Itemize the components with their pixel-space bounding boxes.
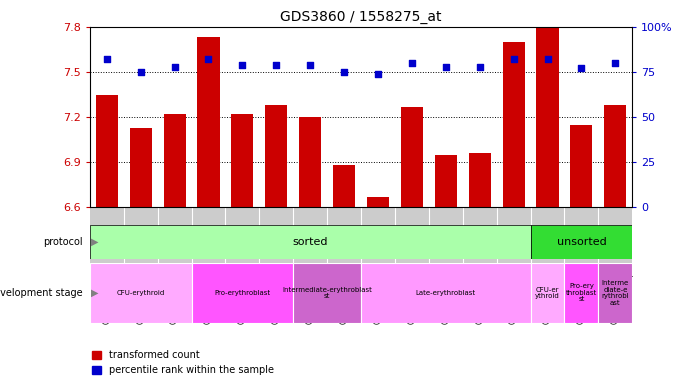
Text: Late-erythroblast: Late-erythroblast (416, 290, 476, 296)
Bar (265, 105, 287, 207)
Bar (293, 263, 361, 323)
Bar (367, 197, 389, 207)
Point (508, 56, 519, 63)
Point (169, 63, 180, 70)
Bar (231, 114, 254, 207)
Text: Interme
diate-e
rythrobl
ast: Interme diate-e rythrobl ast (601, 280, 629, 306)
Text: sorted: sorted (292, 237, 328, 247)
Text: ▶: ▶ (91, 288, 99, 298)
Bar (401, 107, 423, 207)
Point (237, 62, 248, 68)
Bar (435, 155, 457, 207)
Point (135, 69, 146, 75)
Point (406, 60, 417, 66)
Text: CFU-er
ythroid: CFU-er ythroid (535, 286, 560, 299)
Point (203, 56, 214, 63)
Bar (570, 125, 592, 207)
Bar (468, 153, 491, 207)
Bar (531, 263, 565, 323)
Bar (90, 263, 191, 323)
Point (609, 60, 621, 66)
Point (576, 65, 587, 71)
Point (542, 56, 553, 63)
Point (440, 63, 451, 70)
Point (339, 69, 350, 75)
Bar (361, 263, 531, 323)
Bar (333, 165, 355, 207)
Bar (605, 105, 626, 207)
Point (305, 62, 316, 68)
Text: unsorted: unsorted (556, 237, 606, 247)
Bar (565, 263, 598, 323)
Text: Intermediate-erythroblast
st: Intermediate-erythroblast st (282, 286, 372, 299)
Bar (598, 263, 632, 323)
Title: GDS3860 / 1558275_at: GDS3860 / 1558275_at (281, 10, 442, 25)
Bar (536, 27, 558, 207)
Text: Pro-erythroblast: Pro-erythroblast (214, 290, 270, 296)
Point (474, 63, 485, 70)
Bar (90, 225, 531, 259)
Bar (198, 37, 220, 207)
Bar (502, 42, 524, 207)
Bar (96, 94, 117, 207)
Legend: transformed count, percentile rank within the sample: transformed count, percentile rank withi… (88, 346, 278, 379)
Text: CFU-erythroid: CFU-erythroid (117, 290, 165, 296)
Text: Pro-ery
throblast
st: Pro-ery throblast st (566, 283, 597, 302)
Text: development stage: development stage (0, 288, 83, 298)
Bar (130, 127, 152, 207)
Bar (531, 225, 632, 259)
Point (372, 71, 384, 77)
Bar (164, 114, 186, 207)
Bar (191, 263, 293, 323)
Text: protocol: protocol (44, 237, 83, 247)
Text: ▶: ▶ (91, 237, 99, 247)
Point (271, 62, 282, 68)
Point (102, 56, 113, 63)
Bar (299, 117, 321, 207)
